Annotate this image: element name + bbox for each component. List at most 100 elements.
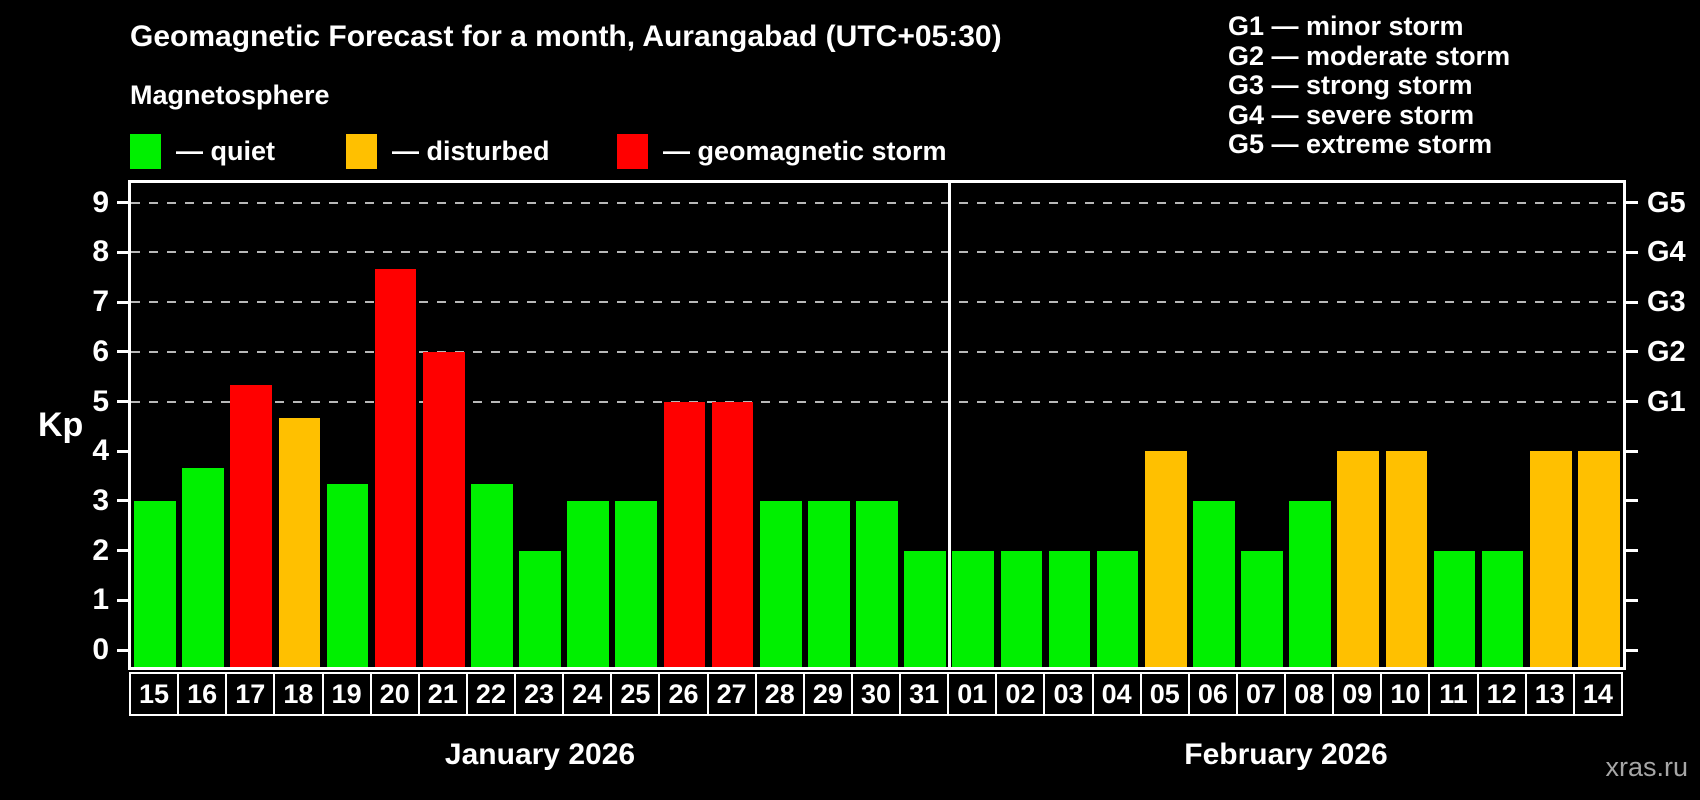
date-cell-24: 24 xyxy=(562,672,613,716)
gridline-kp7 xyxy=(131,301,1623,304)
quiet-color-swatch xyxy=(130,133,161,169)
kp-bar-09 xyxy=(1337,451,1380,667)
right-axis-tick-0 xyxy=(1626,648,1638,652)
gridline-kp6 xyxy=(131,350,1623,353)
gridline-kp9 xyxy=(131,201,1623,204)
month-label-february: February 2026 xyxy=(1184,738,1388,771)
date-cell-29: 29 xyxy=(802,672,853,716)
g-scale-label-g5: G5 xyxy=(1647,186,1686,219)
g-scale-label-g1: G1 xyxy=(1647,385,1686,418)
date-cell-09: 09 xyxy=(1332,672,1383,716)
g-scale-legend: G1 — minor storm G2 — moderate storm G3 … xyxy=(1228,11,1511,160)
kp-bar-01 xyxy=(952,550,995,667)
date-cell-08: 08 xyxy=(1284,672,1335,716)
kp-bar-04 xyxy=(1096,550,1139,667)
kp-bar-03 xyxy=(1048,550,1091,667)
legend-quiet-label: — quiet xyxy=(176,135,275,166)
date-cell-14: 14 xyxy=(1572,672,1623,716)
kp-bar-15 xyxy=(134,500,176,667)
date-cell-01: 01 xyxy=(947,672,998,716)
kp-bar-23 xyxy=(519,550,561,667)
kp-bar-22 xyxy=(471,484,513,667)
y-axis-label-1: 1 xyxy=(92,583,109,617)
right-axis-tick-7 xyxy=(1626,300,1638,304)
kp-bar-13 xyxy=(1529,451,1572,667)
kp-bar-02 xyxy=(1000,550,1043,667)
y-axis-label-0: 0 xyxy=(92,633,109,666)
kp-bar-14 xyxy=(1578,451,1620,667)
kp-bar-19 xyxy=(326,484,369,667)
date-cell-28: 28 xyxy=(754,672,805,716)
kp-bar-05 xyxy=(1144,451,1187,667)
right-axis-tick-5 xyxy=(1626,400,1638,403)
date-cell-15: 15 xyxy=(129,672,180,716)
date-cell-25: 25 xyxy=(610,672,661,716)
kp-bar-06 xyxy=(1193,500,1235,667)
date-cell-21: 21 xyxy=(417,672,468,716)
date-cell-07: 07 xyxy=(1235,672,1287,716)
date-cell-16: 16 xyxy=(177,672,228,716)
gridline-kp8 xyxy=(131,251,1623,254)
disturbed-color-swatch xyxy=(346,133,377,169)
y-axis-label-9: 9 xyxy=(92,185,109,219)
g2-legend-line: G2 — moderate storm xyxy=(1228,40,1511,71)
g-scale-label-g4: G4 xyxy=(1647,236,1686,269)
right-axis-tick-2 xyxy=(1626,549,1638,553)
right-axis-tick-9 xyxy=(1626,201,1638,205)
y-axis-title: Kp xyxy=(38,406,84,444)
date-cell-22: 22 xyxy=(465,672,517,716)
date-cell-19: 19 xyxy=(321,672,372,716)
right-axis-tick-1 xyxy=(1626,598,1638,602)
date-cell-05: 05 xyxy=(1139,672,1190,716)
kp-bar-24 xyxy=(567,500,609,667)
right-axis-tick-8 xyxy=(1626,250,1638,254)
date-cell-04: 04 xyxy=(1091,672,1142,716)
date-cell-26: 26 xyxy=(658,672,709,716)
g-scale-label-g3: G3 xyxy=(1647,286,1686,319)
date-cell-03: 03 xyxy=(1043,672,1094,716)
plot-area xyxy=(128,180,1626,670)
date-cell-20: 20 xyxy=(369,672,420,716)
y-axis-label-6: 6 xyxy=(92,334,109,368)
kp-bar-12 xyxy=(1481,550,1524,667)
kp-bar-20 xyxy=(374,268,417,667)
kp-bar-27 xyxy=(711,401,754,667)
date-cell-11: 11 xyxy=(1428,672,1479,716)
kp-bar-07 xyxy=(1241,550,1283,667)
y-axis-label-2: 2 xyxy=(92,533,109,567)
legend-item-disturbed: — disturbed xyxy=(346,133,550,169)
kp-bar-17 xyxy=(230,385,273,667)
date-cell-23: 23 xyxy=(514,672,565,716)
g-scale-label-g2: G2 xyxy=(1647,335,1686,368)
chart-title: Geomagnetic Forecast for a month, Aurang… xyxy=(130,20,1002,53)
kp-bar-31 xyxy=(904,550,946,667)
legend-disturbed-label: — disturbed xyxy=(392,135,550,166)
kp-bar-11 xyxy=(1433,550,1476,667)
legend-storm-label: — geomagnetic storm xyxy=(663,135,947,166)
month-label-january: January 2026 xyxy=(444,738,636,771)
g3-legend-line: G3 — strong storm xyxy=(1228,70,1473,101)
date-cell-31: 31 xyxy=(899,672,950,716)
kp-bar-28 xyxy=(759,500,802,667)
kp-bar-29 xyxy=(808,500,850,667)
kp-bar-16 xyxy=(182,467,224,667)
chart-subtitle: Magnetosphere xyxy=(130,80,330,110)
g5-legend-line: G5 — extreme storm xyxy=(1228,129,1493,160)
date-cell-06: 06 xyxy=(1187,672,1238,716)
right-axis-tick-6 xyxy=(1626,350,1638,354)
g4-legend-line: G4 — severe storm xyxy=(1228,99,1475,130)
storm-color-swatch xyxy=(617,133,648,169)
date-cell-12: 12 xyxy=(1476,672,1527,716)
g1-legend-line: G1 — minor storm xyxy=(1228,11,1464,41)
kp-bar-10 xyxy=(1385,451,1428,667)
kp-bar-08 xyxy=(1289,500,1331,667)
right-axis-tick-4 xyxy=(1626,449,1638,453)
y-axis-label-7: 7 xyxy=(92,285,109,319)
kp-bar-30 xyxy=(856,500,898,667)
kp-bar-25 xyxy=(615,500,658,667)
y-axis-label-8: 8 xyxy=(92,235,109,269)
y-axis-label-3: 3 xyxy=(92,483,109,517)
date-cell-02: 02 xyxy=(995,672,1046,716)
right-axis-tick-3 xyxy=(1626,499,1638,503)
date-cell-27: 27 xyxy=(706,672,757,716)
